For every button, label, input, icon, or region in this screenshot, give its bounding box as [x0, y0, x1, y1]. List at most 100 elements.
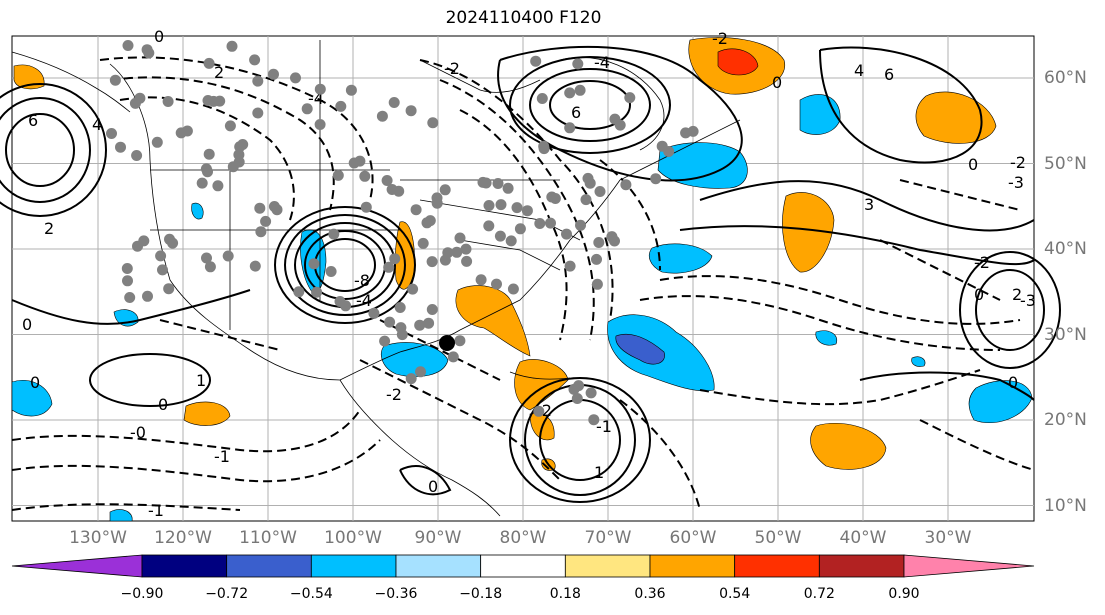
gray-station-dot — [574, 84, 586, 96]
gray-station-dot — [124, 292, 136, 303]
gray-station-dot — [407, 283, 419, 295]
colorbar-tick-label: 0.36 — [634, 586, 666, 602]
colorbar-tick-label: −0.54 — [289, 586, 333, 602]
gray-station-dot — [591, 278, 603, 290]
gray-station-dot — [151, 136, 163, 148]
gray-station-dot — [417, 237, 429, 249]
black-location-dot — [439, 335, 455, 351]
gray-station-dot — [142, 290, 153, 302]
gray-station-dot — [106, 128, 117, 139]
contour-label: -4 — [356, 291, 372, 310]
contour-label: -2 — [444, 59, 460, 78]
longitude-label: 80°W — [499, 528, 547, 548]
gray-station-dot — [582, 172, 594, 184]
gray-station-dot — [521, 205, 533, 217]
gray-station-dot — [196, 177, 208, 189]
gray-station-dot — [606, 231, 618, 243]
colorbar-tick-label: −0.18 — [459, 586, 503, 602]
gray-station-dot — [495, 199, 507, 211]
station-markers — [106, 40, 699, 426]
gray-station-dot — [157, 264, 168, 276]
gray-station-dot — [405, 373, 417, 385]
gray-station-dot — [260, 215, 272, 227]
gray-station-dot — [293, 286, 305, 298]
gray-station-dot — [249, 54, 261, 66]
gray-station-dot — [389, 253, 401, 265]
gray-station-dot — [226, 40, 238, 52]
anomaly-orange — [183, 401, 231, 426]
gray-station-dot — [396, 329, 408, 341]
gray-station-dot — [609, 113, 621, 125]
longitude-label: 30°W — [924, 528, 972, 548]
colorbar-segment — [818, 554, 905, 578]
lat-lon-grid — [12, 36, 1034, 521]
gray-station-dot — [249, 260, 261, 272]
longitude-label: 70°W — [584, 528, 632, 548]
gray-station-dot — [421, 217, 433, 229]
longitude-label: 110°W — [239, 528, 297, 548]
contour-label: 0 — [974, 285, 984, 304]
colorbar-tick-label: 0.18 — [549, 586, 581, 602]
gray-station-dot — [594, 186, 606, 197]
gray-station-dot — [175, 127, 187, 139]
gray-station-dot — [134, 92, 146, 104]
gray-station-dot — [480, 177, 492, 189]
contour-label: 0 — [968, 155, 978, 174]
gray-station-dot — [360, 201, 372, 213]
gray-station-dot — [663, 146, 675, 157]
gray-station-dot — [536, 93, 548, 104]
contour-label: 0 — [428, 477, 438, 496]
contour-label: -8 — [354, 271, 370, 290]
gray-station-dot — [405, 105, 417, 117]
contours-dashed — [11, 56, 1035, 511]
latitude-label: 60°N — [1044, 68, 1087, 88]
gray-station-dot — [132, 240, 143, 252]
contour-label: -1 — [214, 447, 230, 466]
contour-label: -0 — [130, 423, 146, 442]
gray-station-dot — [268, 68, 279, 80]
gray-station-dot — [348, 157, 360, 169]
contour-label: -2 — [1010, 153, 1026, 172]
anomaly-blue — [109, 509, 133, 522]
gray-station-dot — [460, 243, 472, 255]
colorbar-segment — [564, 554, 651, 578]
contour-label: -4 — [594, 53, 610, 72]
gray-station-dot — [415, 366, 426, 378]
gray-station-dot — [572, 58, 584, 70]
map-title: 2024110400 F120 — [445, 8, 602, 28]
gray-station-dot — [325, 266, 337, 277]
gray-station-dot — [383, 261, 395, 273]
longitude-label: 50°W — [754, 528, 802, 548]
colorbar-tick-label: 0.54 — [719, 586, 751, 602]
gray-station-dot — [335, 100, 347, 112]
gray-station-dot — [208, 95, 220, 107]
latitude-label: 30°N — [1044, 324, 1087, 345]
gray-station-dot — [492, 178, 504, 189]
anomaly-blue — [649, 243, 713, 274]
contour-label: 2 — [44, 219, 54, 238]
colorbar-extend-low — [11, 554, 143, 578]
gray-station-dot — [454, 335, 466, 347]
gray-station-dot — [314, 119, 326, 130]
gray-station-dot — [122, 40, 134, 51]
gray-station-dot — [571, 393, 583, 404]
contour-label: -3 — [1008, 173, 1024, 192]
contour-label: 6 — [28, 111, 38, 130]
gray-station-dot — [687, 125, 699, 137]
contour-label: 3 — [864, 195, 874, 214]
contour-label: 2 — [214, 63, 224, 82]
contour-label: 0 — [22, 315, 32, 334]
gray-station-dot — [237, 139, 249, 150]
gray-station-dot — [593, 237, 605, 248]
gray-station-dot — [255, 226, 267, 238]
colorbar-segment — [734, 554, 820, 578]
gray-station-dot — [268, 201, 280, 212]
gray-station-dot — [431, 197, 443, 209]
gray-station-dot — [507, 283, 519, 295]
gray-station-dot — [588, 414, 600, 426]
latitude-label: 50°N — [1044, 153, 1087, 174]
gray-station-dot — [164, 233, 175, 245]
colorbar-segment — [226, 554, 312, 578]
colorbar-segment — [649, 554, 736, 578]
longitude-label: 120°W — [154, 528, 212, 548]
